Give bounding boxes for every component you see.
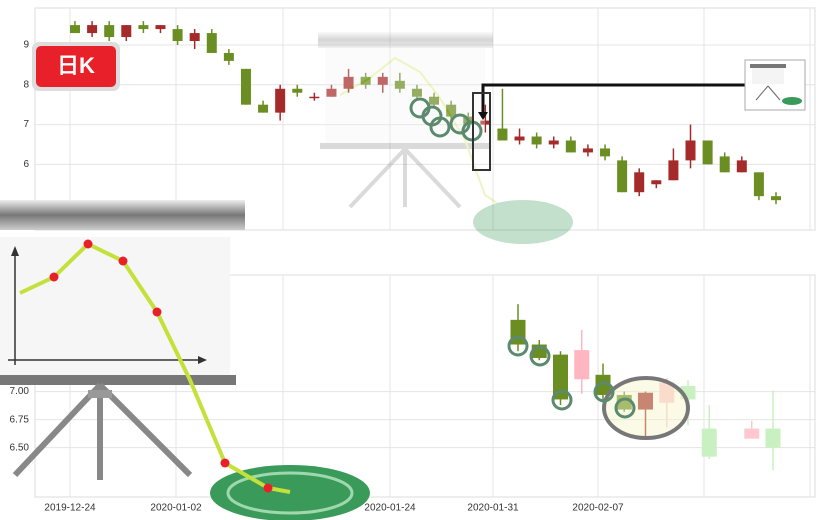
candle-body <box>548 140 559 145</box>
manhole-ring <box>226 471 354 515</box>
candle-body <box>514 136 525 141</box>
candle-body <box>240 68 251 105</box>
x-tick-label: 2019-12-24 <box>44 503 96 514</box>
candle-body <box>638 392 653 410</box>
candle-body <box>753 172 764 197</box>
candle-body <box>600 148 611 157</box>
candle-body <box>377 76 388 85</box>
candle-body <box>189 33 200 42</box>
thumbnail <box>744 59 806 111</box>
candle-body <box>275 88 286 113</box>
candle-body <box>309 96 320 99</box>
candle-body <box>326 88 337 97</box>
candle-body <box>394 80 405 89</box>
trend-dots <box>49 239 273 493</box>
candle-body <box>258 104 269 113</box>
candle-body <box>701 428 717 457</box>
candle-body <box>668 160 679 181</box>
candle-body <box>553 354 568 400</box>
candle-body <box>582 148 593 153</box>
kline-badge[interactable]: 日K <box>32 42 120 91</box>
candle-body <box>429 96 440 105</box>
candle-body <box>574 350 590 380</box>
y-tick-label: 6.75 <box>10 414 30 425</box>
rings <box>409 97 483 142</box>
candle-body <box>765 428 781 448</box>
highlight-box <box>472 92 491 171</box>
candle-body <box>565 140 576 153</box>
candle-body <box>480 120 491 125</box>
decorations: 日K <box>0 32 806 520</box>
focus-ring <box>602 376 690 440</box>
candle-body <box>744 428 760 439</box>
candle-body <box>771 196 781 201</box>
candle-body <box>411 88 422 97</box>
candle-body <box>138 25 149 30</box>
x-tick-label: 2020-01-02 <box>150 503 202 514</box>
candle-body <box>595 374 611 395</box>
y-tick-label: 6.50 <box>10 442 30 453</box>
candle-body <box>736 160 747 173</box>
y-tick-label: 8 <box>23 79 29 90</box>
candle-body <box>223 52 234 61</box>
candle-body <box>121 25 132 38</box>
ghost-board <box>318 32 573 244</box>
candle-body <box>617 160 628 193</box>
badge-label[interactable]: 日K <box>57 53 95 78</box>
candle-body <box>659 382 675 403</box>
arrow <box>478 112 488 120</box>
x-tick-label: 2020-01-24 <box>364 503 416 514</box>
candle-body <box>292 88 303 93</box>
candle-body <box>172 29 183 42</box>
candle-body <box>87 25 98 34</box>
candle-body <box>343 76 354 89</box>
candle-body <box>360 76 371 85</box>
candle-body <box>497 128 508 141</box>
x-tick-label: 2020-01-31 <box>467 503 519 514</box>
y-tick-label: 9 <box>23 40 29 51</box>
candle-body <box>510 319 526 345</box>
candle-body <box>155 25 166 30</box>
candle-body <box>70 25 80 34</box>
presentation-board <box>0 200 245 480</box>
candle-body <box>206 33 217 53</box>
y-tick-label: 7 <box>23 119 29 130</box>
y-tick-label: 6 <box>23 159 29 170</box>
candle-body <box>531 136 542 145</box>
candle-body <box>446 104 457 117</box>
y-tick-label: 7.00 <box>10 386 30 397</box>
candle-body <box>719 156 730 173</box>
rings <box>507 335 636 419</box>
candle-body <box>651 180 662 185</box>
candle-body <box>104 25 115 38</box>
candle-body <box>634 172 645 193</box>
connector <box>481 83 745 118</box>
candle-body <box>702 140 713 165</box>
x-tick-label: 2020-02-07 <box>572 503 624 514</box>
candle-body <box>685 140 696 161</box>
